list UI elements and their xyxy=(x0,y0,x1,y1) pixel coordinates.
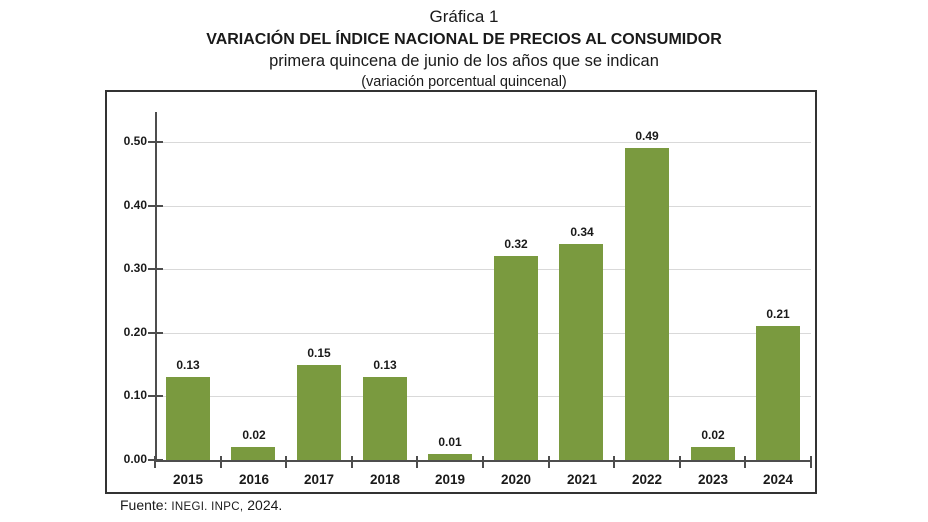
x-tick xyxy=(351,456,353,468)
bar-value-label: 0.02 xyxy=(242,428,266,442)
source-prefix: Fuente: xyxy=(120,497,172,513)
x-tick-label: 2023 xyxy=(697,472,729,487)
bar xyxy=(559,244,603,460)
bar xyxy=(625,148,669,460)
x-tick-label: 2021 xyxy=(566,472,598,487)
bar-value-label: 0.13 xyxy=(373,358,397,372)
x-tick-label: 2017 xyxy=(303,472,335,487)
x-tick xyxy=(482,456,484,468)
x-tick-label: 2018 xyxy=(369,472,401,487)
y-tick-label: 0.00 xyxy=(123,452,147,466)
gridline xyxy=(156,142,811,143)
x-tick xyxy=(810,456,812,468)
chart-units-note: (variación porcentual quincenal) xyxy=(361,74,567,90)
y-tick xyxy=(148,395,163,398)
x-tick xyxy=(416,456,418,468)
bar xyxy=(363,377,407,460)
bar xyxy=(166,377,210,460)
bar-value-label: 0.49 xyxy=(635,129,659,143)
y-tick-label: 0.30 xyxy=(123,261,147,276)
y-tick xyxy=(148,204,163,207)
x-tick-label: 2024 xyxy=(762,472,794,487)
x-tick xyxy=(679,456,681,468)
x-tick xyxy=(548,456,550,468)
x-tick-label: 2015 xyxy=(172,472,204,487)
bar-value-label: 0.32 xyxy=(504,237,528,251)
bar-value-label: 0.15 xyxy=(307,346,331,360)
chart-caption: Gráfica 1 xyxy=(429,7,499,26)
bar-value-label: 0.01 xyxy=(438,435,462,449)
y-tick xyxy=(148,141,163,143)
x-tick xyxy=(744,456,746,468)
chart-title: VARIACIÓN DEL ÍNDICE NACIONAL DE PRECIOS… xyxy=(206,31,722,48)
y-axis xyxy=(155,112,157,462)
y-tick-label: 0.50 xyxy=(123,134,147,148)
bar-value-label: 0.21 xyxy=(766,307,790,321)
bar-value-label: 0.02 xyxy=(701,428,725,442)
y-tick xyxy=(148,331,163,334)
x-tick xyxy=(154,456,156,468)
chart-header: Gráfica 1 VARIACIÓN DEL ÍNDICE NACIONAL … xyxy=(0,5,928,92)
source-year: 2024. xyxy=(243,497,283,513)
gridline xyxy=(156,205,811,207)
plot-area: 0.13 0.02 0.15 0.13 0.01 0.32 0.34 0.49 0.02 0.21… xyxy=(107,92,815,492)
chart-frame: 0.13 0.02 0.15 0.13 0.01 0.32 0.34 0.49 0.02 0.21… xyxy=(105,90,817,494)
bar-value-label: 0.13 xyxy=(176,358,200,372)
x-tick xyxy=(220,456,222,468)
bar xyxy=(494,256,538,460)
x-tick-label: 2020 xyxy=(500,472,532,487)
bar xyxy=(428,454,472,460)
gridline xyxy=(156,269,811,271)
x-tick-label: 2019 xyxy=(434,472,466,487)
bar xyxy=(691,447,735,460)
source-agency: INEGI. INPC, xyxy=(171,501,244,513)
source-note: Fuente: INEGI. INPC, 2024. xyxy=(120,497,282,513)
bar-value-label: 0.34 xyxy=(570,225,594,239)
bar xyxy=(297,365,341,460)
gridline xyxy=(156,396,811,398)
chart-subtitle: primera quincena de junio de los años qu… xyxy=(269,52,659,70)
x-tick-label: 2016 xyxy=(238,472,270,487)
gridline xyxy=(156,332,811,334)
bar xyxy=(231,447,275,460)
x-tick-label: 2022 xyxy=(631,472,663,487)
bar xyxy=(756,326,800,460)
y-tick-label: 0.10 xyxy=(123,388,147,403)
y-tick-label: 0.20 xyxy=(123,324,147,339)
x-tick xyxy=(613,456,615,468)
x-tick xyxy=(285,456,287,468)
y-tick xyxy=(148,268,163,271)
y-tick-label: 0.40 xyxy=(123,197,147,212)
